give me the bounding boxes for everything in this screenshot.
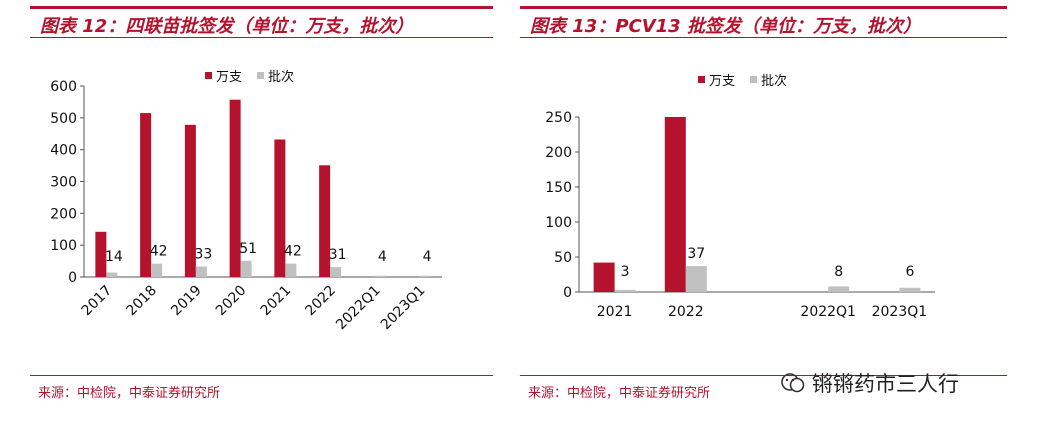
watermark-text: 锵锵药市三人行	[812, 372, 959, 396]
legend-swatch-series-2	[750, 76, 757, 83]
legend-swatch-series-1	[698, 76, 705, 83]
legend-label-series-1: 万支	[216, 70, 242, 85]
x-tick-label: 2021	[258, 283, 295, 320]
x-tick-label: 2022	[668, 304, 704, 320]
chart-panel-right: 图表 13：PCV13 批签发（单位：万支，批次） 0 50 100 150 200 25…	[515, 0, 1037, 428]
y-tick-label: 100	[50, 238, 77, 254]
bar-series-1	[319, 165, 331, 277]
bar-series-2	[330, 267, 342, 277]
bar-series-2	[685, 266, 707, 292]
y-tick-label: 100	[545, 215, 572, 231]
data-label-series-2: 33	[194, 246, 212, 262]
data-label-series-2: 4	[378, 249, 387, 265]
chart-source: 来源：中检院，中泰证券研究所	[38, 386, 221, 401]
y-tick-label: 250	[545, 110, 572, 126]
data-label-series-2: 3	[621, 264, 630, 280]
bar-series-2	[899, 287, 921, 292]
bar-series-2	[240, 260, 252, 277]
x-tick-label: 2022Q1	[800, 304, 856, 320]
legend-label-series-2: 批次	[268, 69, 294, 85]
x-tick-label: 2022Q1	[333, 283, 384, 334]
chart-title: 图表 13：PCV13 批签发（单位：万支，批次）	[530, 16, 921, 37]
y-tick-label: 400	[50, 143, 77, 159]
title-bar: 图表 12：四联苗批签发（单位：万支，批次）	[30, 6, 493, 38]
title-bar: 图表 13：PCV13 批签发（单位：万支，批次）	[520, 6, 1007, 38]
x-tick-label: 2022	[302, 283, 339, 320]
watermark: 锵锵药市三人行	[780, 370, 959, 396]
legend-swatch-series-2	[257, 72, 264, 79]
bar-series-2	[285, 263, 297, 277]
data-label-series-2: 31	[329, 247, 347, 263]
x-tick-label: 2018	[123, 283, 160, 320]
data-label-series-2: 6	[905, 264, 914, 280]
bar-series-2	[614, 289, 636, 292]
chart-panel-left: 图表 12：四联苗批签发（单位：万支，批次） 0 100 200 300 400 500 6…	[0, 0, 505, 428]
bar-series-1	[229, 99, 241, 278]
data-label-series-2: 8	[834, 264, 843, 280]
legend-label-series-2: 批次	[761, 73, 787, 89]
bar-series-2	[151, 263, 163, 277]
y-tick-label: 600	[50, 79, 77, 95]
wechat-official-account-icon	[781, 373, 805, 393]
y-tick-label: 300	[50, 175, 77, 191]
x-tick-label: 2023Q1	[378, 283, 429, 334]
bar-series-2	[828, 286, 850, 292]
legend-label-series-1: 万支	[709, 74, 735, 89]
y-tick-label: 0	[563, 285, 572, 301]
source-divider	[520, 375, 1007, 376]
y-tick-label: 0	[68, 270, 77, 286]
bar-series-2	[374, 275, 386, 277]
chart-13-svg: 0 50 100 150 200 250 万支 批次 3 2021 37 2022 8 2022Q1 6 20…	[545, 73, 935, 320]
chart-12-svg: 0 100 200 300 400 500 600 万支 批次 14 2017 42 2018 33 201…	[50, 69, 442, 334]
bar-series-1	[184, 124, 196, 277]
y-tick-label: 200	[545, 145, 572, 161]
data-label-series-2: 42	[150, 244, 168, 260]
bar-series-2	[195, 266, 207, 277]
x-tick-label: 2020	[213, 283, 250, 320]
x-tick-label: 2019	[168, 283, 205, 320]
y-tick-label: 50	[554, 250, 572, 266]
chart-source: 来源：中检院，中泰证券研究所	[528, 386, 711, 401]
bar-series-1	[95, 231, 107, 277]
bar-series-1	[664, 117, 686, 292]
y-tick-label: 500	[50, 111, 77, 127]
data-label-series-2: 14	[105, 249, 123, 265]
y-tick-label: 200	[50, 206, 77, 222]
bar-series-1	[593, 262, 615, 292]
x-tick-label: 2017	[79, 283, 116, 320]
bar-series-2	[419, 275, 431, 277]
data-label-series-2: 4	[423, 249, 432, 265]
x-tick-label: 2021	[597, 304, 633, 320]
data-label-series-2: 42	[284, 244, 302, 260]
data-label-series-2: 37	[687, 246, 705, 262]
bar-series-1	[274, 139, 286, 277]
x-tick-label: 2023Q1	[872, 304, 928, 320]
bar-series-2	[106, 272, 118, 277]
chart-title: 图表 12：四联苗批签发（单位：万支，批次）	[40, 16, 414, 37]
source-divider	[30, 375, 493, 376]
y-tick-label: 150	[545, 180, 572, 196]
legend-swatch-series-1	[205, 72, 212, 79]
data-label-series-2: 51	[239, 241, 257, 257]
bar-series-1	[140, 113, 152, 277]
